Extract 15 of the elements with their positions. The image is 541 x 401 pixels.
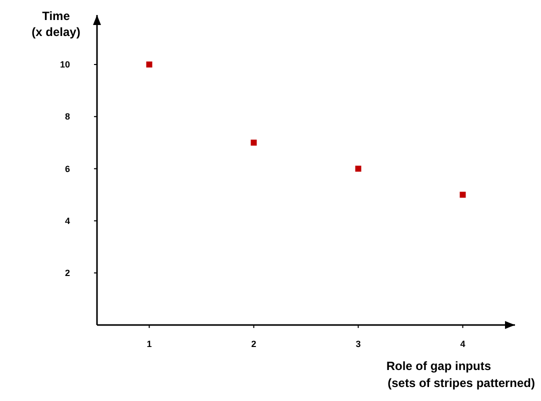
y-tick-label: 4 xyxy=(64,216,70,226)
y-axis-title: Time (x delay) xyxy=(32,9,80,39)
x-tick-label: 1 xyxy=(146,339,152,349)
y-tick-label: 8 xyxy=(64,112,70,122)
point xyxy=(460,192,466,198)
y-tick-label: 6 xyxy=(64,164,70,174)
point xyxy=(146,61,152,68)
x-axis-title: Role of gap inputs (sets of stripes patterned) xyxy=(386,359,535,390)
y-tick-label: 2 xyxy=(64,268,70,278)
point xyxy=(250,140,257,146)
x-tick-label: 4 xyxy=(460,339,466,349)
y-tick-label: 10 xyxy=(60,60,70,70)
x-tick-label: 2 xyxy=(251,339,256,349)
point xyxy=(355,166,362,172)
x-tick-label: 3 xyxy=(356,339,361,349)
